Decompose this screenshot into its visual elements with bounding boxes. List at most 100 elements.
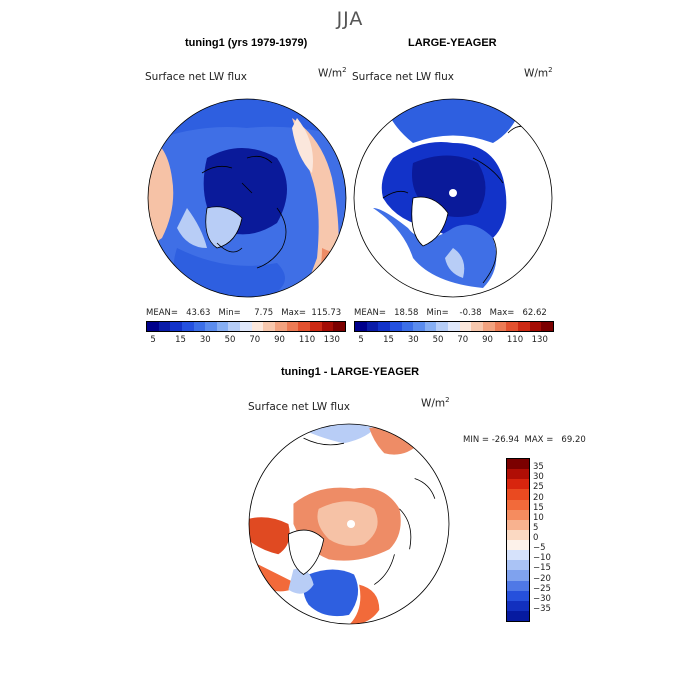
panel3-greenland xyxy=(287,529,325,575)
colorbar-swatch xyxy=(170,322,182,331)
panel3-variable: Surface net LW flux xyxy=(248,401,350,413)
diff-colorbar-label: 10 xyxy=(533,512,544,523)
panel1-red-east xyxy=(322,271,346,297)
panel1-peach-north xyxy=(292,118,313,173)
colorbar-swatch xyxy=(181,322,194,331)
colorbar-swatch xyxy=(228,322,241,331)
diff-colorbar-label: 35 xyxy=(533,462,544,473)
diff-colorbar-label: −25 xyxy=(533,583,551,594)
panel2-coast xyxy=(382,125,529,284)
panel1-title: tuning1 (yrs 1979-1979) xyxy=(185,37,308,49)
diff-colorbar-swatch xyxy=(507,489,529,500)
colorbar-swatch xyxy=(494,322,507,331)
colorbar-tick-label: 110 xyxy=(506,335,524,345)
colorbar-tick-label: 50 xyxy=(224,335,236,345)
colorbar-swatch xyxy=(286,322,299,331)
colorbar-swatch xyxy=(541,322,553,331)
colorbar-tick-label: 90 xyxy=(274,335,285,345)
colorbar-tick-label: 5 xyxy=(150,335,156,345)
panel3-atlantic-light xyxy=(288,568,314,594)
colorbar-swatch xyxy=(275,322,287,331)
colorbar-tick-label: 70 xyxy=(457,335,469,345)
colorbar-swatch xyxy=(309,322,322,331)
panel1-pale-band xyxy=(177,208,207,248)
diff-colorbar-swatch xyxy=(507,550,529,561)
colorbar-swatch xyxy=(529,322,542,331)
diff-colorbar-swatch xyxy=(507,560,529,571)
colorbar-tick-label: 110 xyxy=(298,335,316,345)
panel2-atlantic xyxy=(373,208,497,288)
colorbar-swatch xyxy=(321,322,334,331)
panel2-colorbar-ticks: 5 15 30 50 70 90 110 130 xyxy=(354,335,552,347)
panel2-title: LARGE-YEAGER xyxy=(408,37,497,49)
colorbar-swatch xyxy=(389,322,402,331)
diff-colorbar-label: −10 xyxy=(533,553,551,564)
colorbar-tick-label: 15 xyxy=(175,335,186,345)
colorbar-swatch xyxy=(216,322,229,331)
panel3-title: tuning1 - LARGE-YEAGER xyxy=(281,366,420,378)
colorbar-swatch xyxy=(471,322,484,331)
diff-colorbar-swatch xyxy=(507,479,529,490)
panel2-variable: Surface net LW flux xyxy=(352,71,454,83)
panel1-stats: MEAN= 43.63 Min= 7.75 Max= 115.73 xyxy=(146,308,342,318)
colorbar-swatch xyxy=(240,322,252,331)
panel3-south-red xyxy=(349,584,380,624)
colorbar-swatch xyxy=(413,322,425,331)
panel3-colorbar xyxy=(506,458,530,622)
diff-colorbar-swatch xyxy=(507,580,529,591)
panel1-colorbar xyxy=(146,321,346,332)
colorbar-swatch xyxy=(355,322,367,331)
panel2-map xyxy=(353,98,553,298)
diff-colorbar-label: 15 xyxy=(533,502,544,513)
diff-colorbar-swatch xyxy=(507,459,529,470)
diff-colorbar-swatch xyxy=(507,519,529,530)
colorbar-swatch xyxy=(424,322,437,331)
panel2-pale-patch xyxy=(445,248,465,278)
colorbar-tick-label: 90 xyxy=(482,335,493,345)
colorbar-swatch xyxy=(263,322,276,331)
colorbar-swatch xyxy=(517,322,530,331)
colorbar-swatch xyxy=(506,322,518,331)
colorbar-swatch xyxy=(366,322,379,331)
colorbar-swatch xyxy=(147,322,159,331)
diff-colorbar-label: 30 xyxy=(533,472,544,483)
panel3-west-red xyxy=(249,517,290,555)
panel1-map xyxy=(147,98,347,298)
colorbar-swatch xyxy=(193,322,206,331)
diff-colorbar-swatch xyxy=(507,540,529,551)
colorbar-swatch xyxy=(333,322,345,331)
colorbar-swatch xyxy=(436,322,449,331)
panel1-coast-2 xyxy=(256,207,287,269)
diff-colorbar-swatch xyxy=(507,499,529,510)
panel1-coast-1 xyxy=(201,155,273,253)
diff-colorbar-swatch xyxy=(507,570,529,581)
diff-colorbar-label: −20 xyxy=(533,573,551,584)
panel2-greenland xyxy=(411,196,449,247)
panel3-stats: MIN = -26.94 MAX = 69.20 xyxy=(463,435,586,445)
panel2-north-blue xyxy=(383,99,523,143)
panel1-variable: Surface net LW flux xyxy=(145,71,247,83)
panel1-south-blue xyxy=(173,248,285,297)
colorbar-tick-label: 50 xyxy=(432,335,444,345)
colorbar-tick-label: 30 xyxy=(407,335,419,345)
diff-colorbar-swatch xyxy=(507,469,529,480)
colorbar-swatch xyxy=(251,322,264,331)
panel2-pole-hole xyxy=(449,189,457,197)
panel1-units: W/m2 xyxy=(318,66,347,80)
diff-colorbar-label: 25 xyxy=(533,482,544,493)
colorbar-swatch xyxy=(459,322,472,331)
panel3-units: W/m2 xyxy=(421,396,450,410)
diff-colorbar-label: 5 xyxy=(533,522,539,533)
colorbar-swatch xyxy=(483,322,495,331)
panel1-greenland xyxy=(205,206,243,249)
diff-colorbar-swatch xyxy=(507,600,529,611)
panel3-map xyxy=(248,423,450,625)
colorbar-swatch xyxy=(298,322,310,331)
colorbar-tick-label: 5 xyxy=(358,335,364,345)
panel3-colorbar-labels: 35 30 25 20 15 10 5 0 −5 −10 −15 −20 −25 −30 −35 xyxy=(533,458,573,620)
diff-colorbar-swatch xyxy=(507,610,529,621)
colorbar-swatch xyxy=(401,322,414,331)
colorbar-tick-label: 15 xyxy=(383,335,394,345)
diff-colorbar-label: −5 xyxy=(533,543,546,554)
diff-colorbar-label: −30 xyxy=(533,593,551,604)
